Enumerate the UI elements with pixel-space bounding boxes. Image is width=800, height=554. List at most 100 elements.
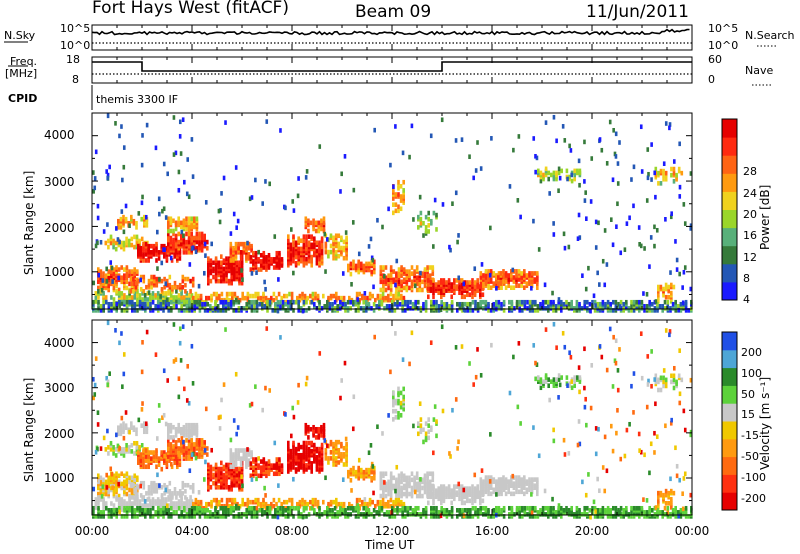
- power-cell: [130, 214, 133, 220]
- velocity-cell: [253, 514, 256, 519]
- power-cell: [302, 234, 306, 239]
- velocity-cell: [339, 505, 342, 511]
- power-cell: [358, 291, 361, 297]
- power-cell: [329, 249, 333, 255]
- power-cell: [146, 301, 150, 307]
- velocity-cell: [125, 443, 128, 448]
- velocity-cell: [453, 490, 456, 495]
- power-cell: [187, 216, 191, 222]
- power-cell: [300, 246, 303, 252]
- power-cell: [165, 278, 169, 284]
- velocity-cell: [392, 394, 395, 400]
- power-cell: [499, 271, 503, 276]
- power-cell: [547, 304, 550, 309]
- power-cell: [287, 238, 290, 244]
- velocity-cell: [176, 491, 179, 496]
- velocity-cell: [455, 484, 459, 489]
- nsearch-label: N.Search: [745, 29, 795, 42]
- power-cell: [290, 295, 294, 301]
- power-cell: [322, 216, 326, 222]
- velocity-cell: [99, 479, 103, 485]
- velocity-cell: [510, 475, 513, 480]
- power-cell: [104, 295, 108, 300]
- power-cell: [292, 258, 295, 264]
- power-cell: [173, 284, 177, 290]
- power-cell: [627, 306, 631, 311]
- power-cell: [489, 269, 493, 274]
- velocity-cell: [232, 514, 235, 519]
- velocity-cell: [125, 505, 129, 511]
- power-cell: [322, 293, 325, 299]
- power-cell: [193, 241, 196, 247]
- beam-label: Beam 09: [355, 2, 432, 22]
- power-cell: [557, 297, 561, 302]
- power-cell: [239, 250, 243, 255]
- velocity-cell: [297, 442, 300, 448]
- power-cell: [370, 306, 373, 311]
- velocity-cell: [188, 503, 191, 508]
- power-cell: [165, 256, 169, 261]
- power-cell: [114, 240, 118, 246]
- power-cell: [132, 276, 135, 282]
- power-cell: [185, 226, 188, 232]
- velocity-cell: [193, 431, 196, 436]
- x-tick: 16:00: [474, 524, 510, 538]
- power-cell: [190, 235, 193, 241]
- velocity-cell: [337, 439, 341, 445]
- velocity-cell: [191, 489, 195, 494]
- velocity-cell: [262, 463, 266, 468]
- velocity-cell: [289, 505, 293, 511]
- power-cell: [106, 113, 110, 119]
- velocity-cell: [207, 462, 210, 468]
- power-cell: [552, 114, 556, 120]
- power-cell: [141, 297, 144, 302]
- power-cell: [178, 134, 182, 139]
- velocity-cell: [250, 510, 254, 515]
- velocity-cell: [484, 475, 488, 480]
- velocity-cell: [476, 488, 479, 493]
- power-cell: [662, 176, 665, 182]
- power-cell: [294, 299, 298, 305]
- velocity-cell: [151, 501, 155, 506]
- power-cell: [229, 299, 233, 305]
- velocity-cell: [159, 505, 163, 510]
- power-cell: [675, 172, 678, 178]
- power-cell: [654, 166, 658, 172]
- power-cell: [466, 280, 469, 285]
- power-cell: [352, 263, 355, 269]
- power-cell: [678, 184, 682, 190]
- velocity-cell: [337, 460, 341, 465]
- power-cell: [573, 176, 576, 182]
- velocity-cell: [117, 503, 121, 508]
- power-cell: [222, 304, 225, 309]
- power-cell: [370, 255, 374, 261]
- power-cell: [259, 252, 263, 258]
- power-cell: [164, 291, 168, 296]
- power-cell: [365, 306, 368, 311]
- velocity-cell: [242, 448, 246, 453]
- power-cell: [225, 295, 229, 301]
- power-cell: [144, 306, 147, 311]
- velocity-cell: [557, 373, 561, 378]
- power-cell: [401, 150, 405, 156]
- power-cell: [174, 150, 178, 156]
- power-cell: [179, 151, 183, 156]
- power-cell: [657, 284, 660, 290]
- power-cell: [474, 168, 478, 173]
- power-cell: [613, 151, 617, 157]
- power-cell: [227, 301, 230, 307]
- velocity-cell: [133, 508, 137, 513]
- velocity-cell: [427, 484, 430, 489]
- velocity-cell: [163, 491, 166, 496]
- power-cell: [426, 273, 429, 278]
- velocity-cell: [167, 503, 170, 508]
- velocity-cell: [128, 487, 131, 493]
- power-cell: [392, 210, 395, 216]
- power-cell: [188, 262, 192, 267]
- power-cell: [143, 220, 146, 226]
- power-cell: [167, 235, 170, 241]
- velocity-cell: [259, 459, 263, 464]
- station-title: Fort Hays West (fitACF): [92, 0, 289, 18]
- power-cell: [240, 268, 243, 273]
- power-cell: [482, 299, 485, 305]
